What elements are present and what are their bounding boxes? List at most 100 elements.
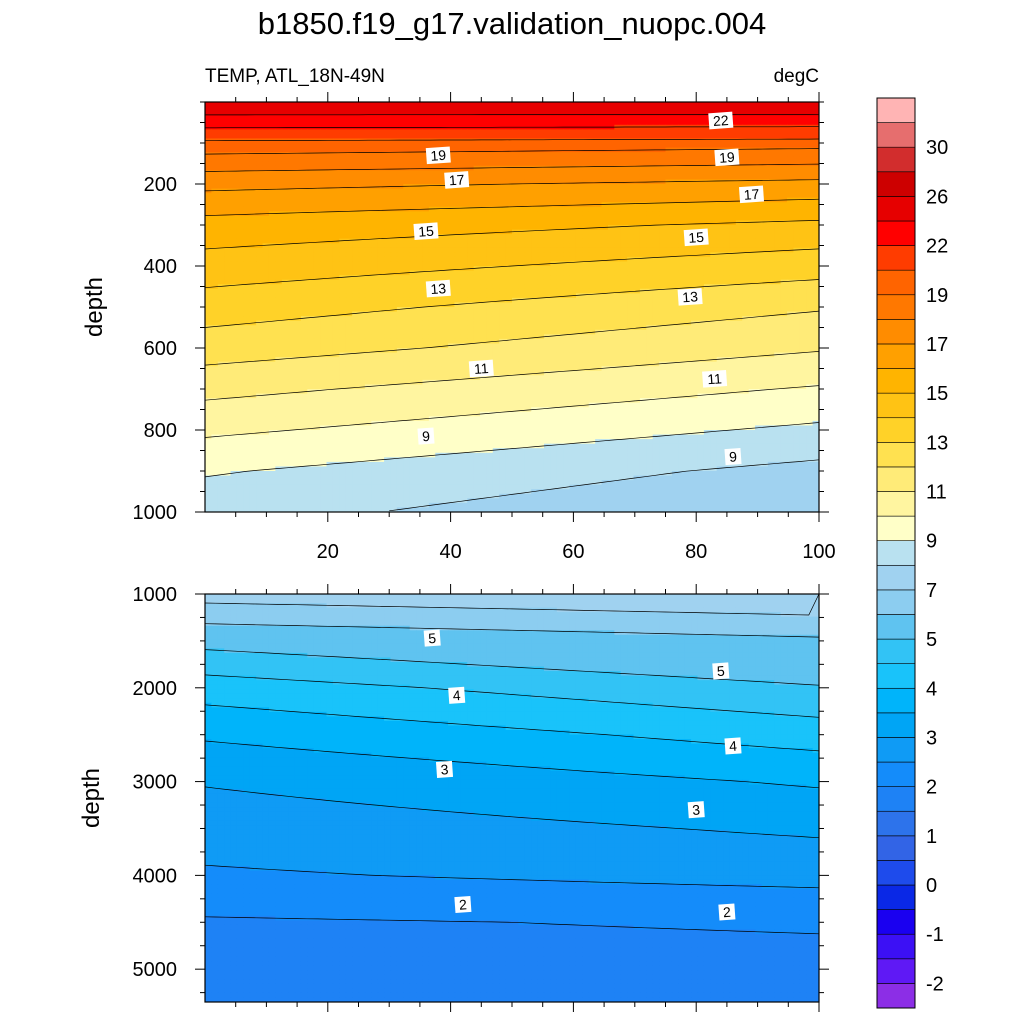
contour-cell [684, 220, 692, 226]
contour-cell [288, 325, 296, 331]
contour-cell [543, 325, 551, 331]
contour-cell [710, 261, 718, 267]
contour-cell [243, 206, 251, 212]
contour-cell [620, 152, 628, 158]
contour-cell [550, 138, 558, 144]
contour-cell [230, 293, 238, 299]
contour-cell [390, 297, 398, 304]
contour-cell [575, 133, 583, 140]
contour-cell [294, 133, 302, 140]
contour-cell [486, 279, 494, 285]
contour-cell [281, 193, 289, 199]
contour-cell [639, 261, 647, 267]
contour-cell [607, 234, 615, 240]
contour-cell [205, 165, 212, 171]
contour-cell [543, 307, 551, 313]
contour-cell [543, 111, 551, 117]
contour-cell [416, 325, 424, 331]
contour-cell [403, 307, 411, 313]
contour-cell [556, 115, 564, 121]
contour-cell [352, 325, 360, 331]
contour-cell [563, 266, 571, 272]
contour-cell [620, 261, 628, 267]
contour-cell [352, 206, 360, 212]
contour-cell [454, 297, 462, 304]
contour-cell [793, 275, 801, 281]
contour-cell [595, 325, 603, 331]
contour-cell [761, 211, 769, 217]
contour-cell [748, 174, 756, 181]
contour-cell [422, 329, 430, 335]
contour-cell [569, 184, 577, 190]
contour-cell [748, 229, 756, 235]
contour-cell [467, 261, 475, 267]
contour-cell [224, 302, 232, 308]
contour-cell [448, 325, 456, 331]
contour-cell [697, 143, 705, 149]
contour-cell [684, 202, 692, 208]
contour-cell [652, 325, 660, 331]
contour-cell [582, 234, 590, 240]
contour-cell [454, 111, 462, 117]
contour-cell [326, 266, 334, 272]
contour-cell [691, 188, 699, 194]
contour-cell [230, 115, 238, 121]
contour-cell [205, 234, 212, 240]
contour-cell [313, 252, 321, 258]
contour-cell [633, 161, 641, 167]
contour-cell [588, 184, 596, 190]
contour-cell [614, 133, 622, 140]
contour-cell [441, 334, 449, 340]
contour-cell [390, 279, 398, 285]
contour-cell [345, 320, 353, 326]
contour-cell [339, 238, 347, 244]
contour-cell [531, 329, 539, 335]
contour-cell [703, 215, 711, 222]
contour-cell [249, 133, 257, 140]
contour-cell [454, 334, 462, 340]
contour-cell [652, 261, 660, 267]
contour-cell [761, 261, 769, 267]
contour-cell [473, 234, 481, 240]
contour-cell [211, 129, 219, 135]
contour-cell [480, 329, 488, 335]
contour-cell [268, 225, 276, 231]
contour-cell [473, 115, 481, 121]
contour-cell [262, 288, 270, 294]
contour-cell [697, 316, 705, 322]
contour-cell [345, 297, 353, 304]
contour-cell [230, 316, 238, 322]
contour-cell [467, 174, 475, 181]
contour-cell [262, 120, 270, 126]
contour-cell [601, 302, 609, 308]
contour-cell [358, 102, 366, 108]
contour-cell [441, 138, 449, 144]
contour-cell [531, 284, 539, 290]
contour-cell [422, 261, 430, 267]
contour-cell [556, 129, 564, 135]
contour-cell [473, 270, 481, 276]
contour-cell [473, 302, 481, 308]
contour-cell [678, 206, 686, 212]
contour-cell [652, 316, 660, 322]
contour-cell [665, 334, 673, 340]
contour-cell [352, 197, 360, 203]
contour-cell [428, 247, 436, 253]
contour-cell [691, 334, 699, 340]
contour-cell [659, 275, 667, 281]
contour-cell [480, 243, 488, 249]
contour-cell [422, 297, 430, 304]
contour-cell [307, 307, 315, 313]
contour-cell [748, 297, 756, 304]
contour-cell [512, 188, 519, 194]
contour-cell [723, 261, 731, 267]
contour-cell [755, 320, 763, 326]
contour-cell [275, 206, 283, 212]
contour-cell [428, 275, 436, 281]
contour-cell [742, 211, 750, 217]
contour-cell [607, 325, 615, 331]
contour-cell [646, 124, 654, 130]
contour-cell [780, 138, 788, 144]
contour-cell [627, 184, 635, 190]
contour-cell [268, 133, 276, 140]
